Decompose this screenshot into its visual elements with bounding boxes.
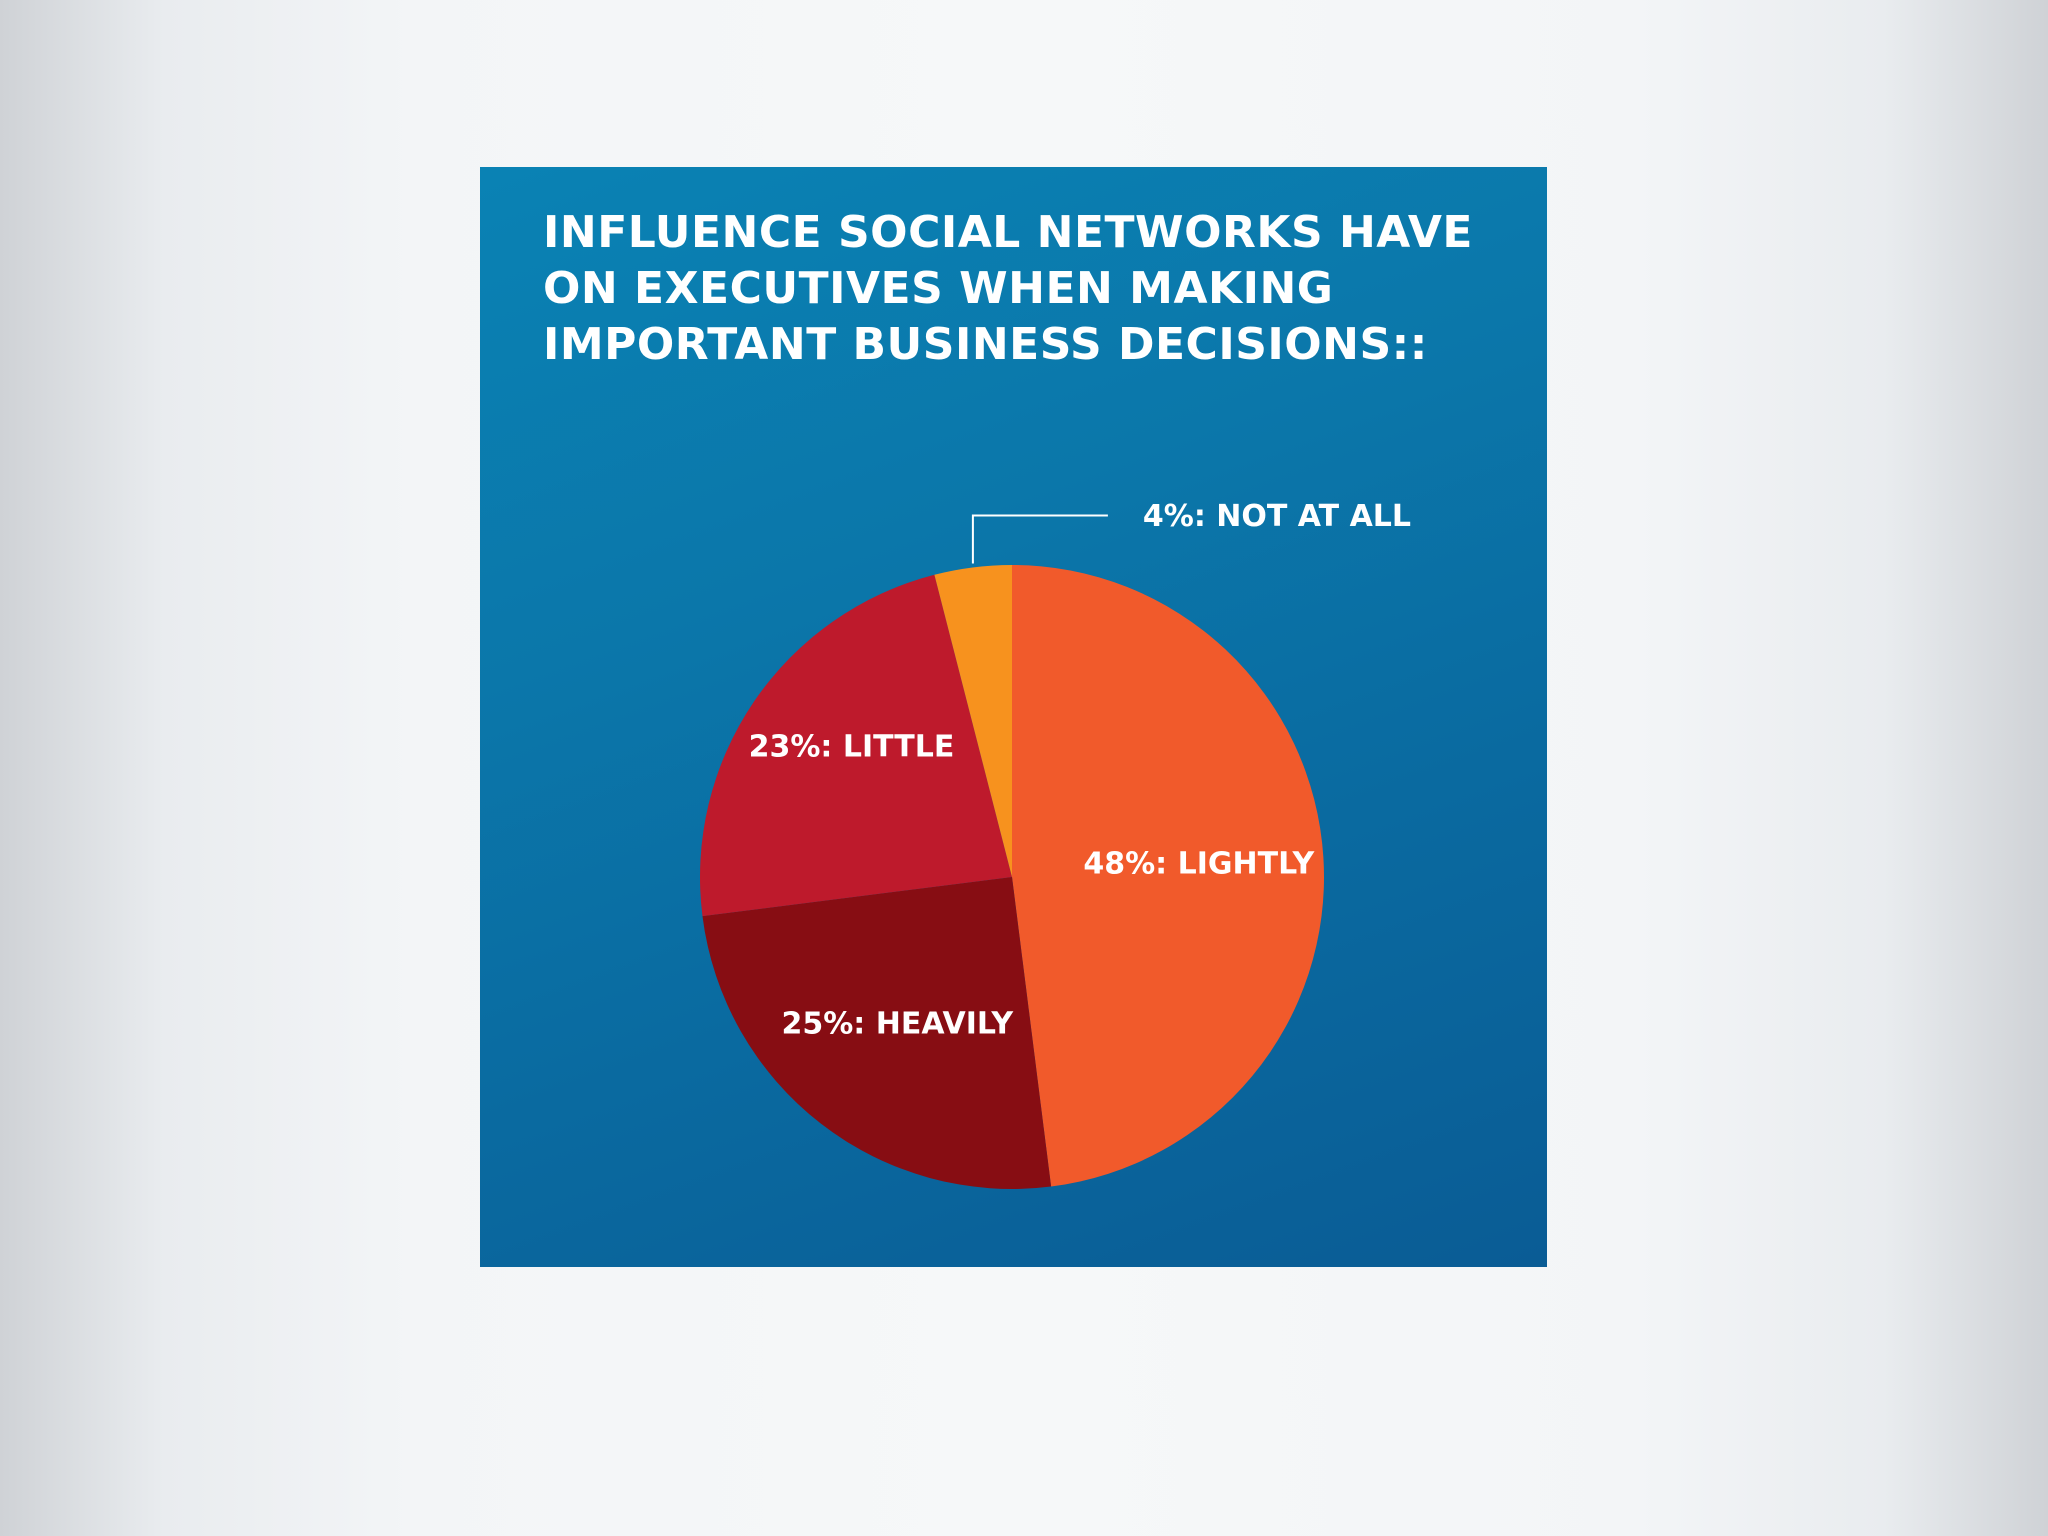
- chart-title: INFLUENCE SOCIAL NETWORKS HAVE ON EXECUT…: [543, 207, 1473, 370]
- pie-chart: 48%: LIGHTLY 25%: HEAVILY 23%: LITTLE 4%: N…: [700, 499, 1411, 1189]
- slice-label-heavily: 25%: HEAVILY: [781, 1006, 1014, 1041]
- pie-slice-little: [700, 574, 1012, 917]
- pie-slice-not-at-all: [934, 565, 1012, 877]
- slice-label-little: 23%: LITTLE: [749, 730, 955, 765]
- slice-label-not-at-all: 4%: NOT AT ALL: [1143, 499, 1411, 534]
- chart-panel: INFLUENCE SOCIAL NETWORKS HAVE ON EXECUT…: [480, 167, 1547, 1267]
- callout-line-not-at-all: [971, 514, 1108, 564]
- pie-slice-lightly: [1012, 565, 1324, 1187]
- pie-slice-heavily: [702, 877, 1052, 1189]
- slice-label-lightly: 48%: LIGHTLY: [1083, 847, 1315, 882]
